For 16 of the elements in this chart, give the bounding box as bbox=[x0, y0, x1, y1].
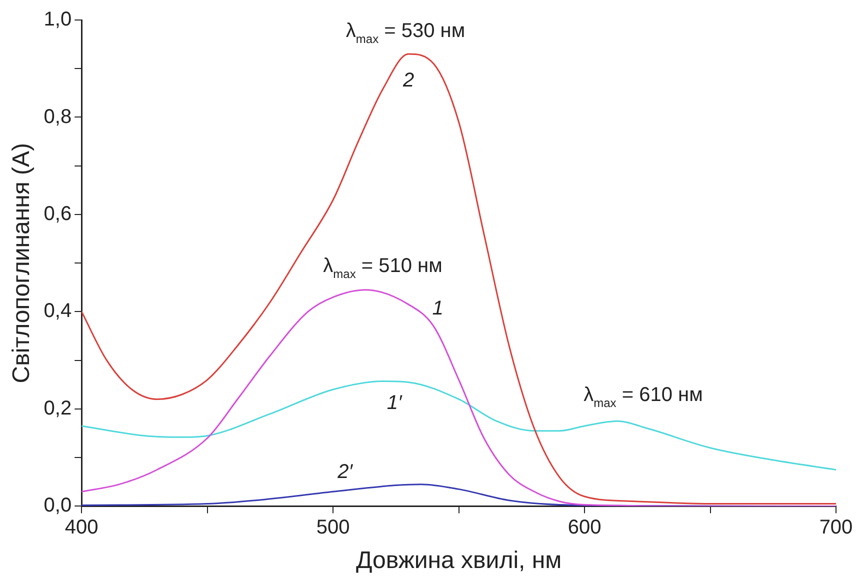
series-label: 2 bbox=[402, 70, 414, 92]
y-axis-title: Світлопоглинання (А) bbox=[8, 142, 36, 384]
series-label: 2′ bbox=[336, 460, 354, 483]
y-tick-label: 0,4 bbox=[44, 300, 72, 322]
y-tick-label: 0,0 bbox=[44, 494, 72, 517]
y-tick-label: 1,0 bbox=[44, 8, 72, 31]
y-tick-label: 0,8 bbox=[44, 106, 72, 128]
x-tick-label: 600 bbox=[568, 516, 602, 539]
series-label: 1′ bbox=[386, 392, 404, 414]
x-tick-label: 500 bbox=[316, 516, 350, 539]
x-tick-label: 400 bbox=[64, 516, 98, 539]
series-label: 1 bbox=[432, 297, 444, 320]
y-tick-label: 0,6 bbox=[44, 202, 72, 225]
x-tick-label: 700 bbox=[819, 516, 853, 539]
y-tick-label: 0,2 bbox=[44, 397, 72, 420]
x-axis-title: Довжина хвилі, нм bbox=[356, 547, 562, 574]
